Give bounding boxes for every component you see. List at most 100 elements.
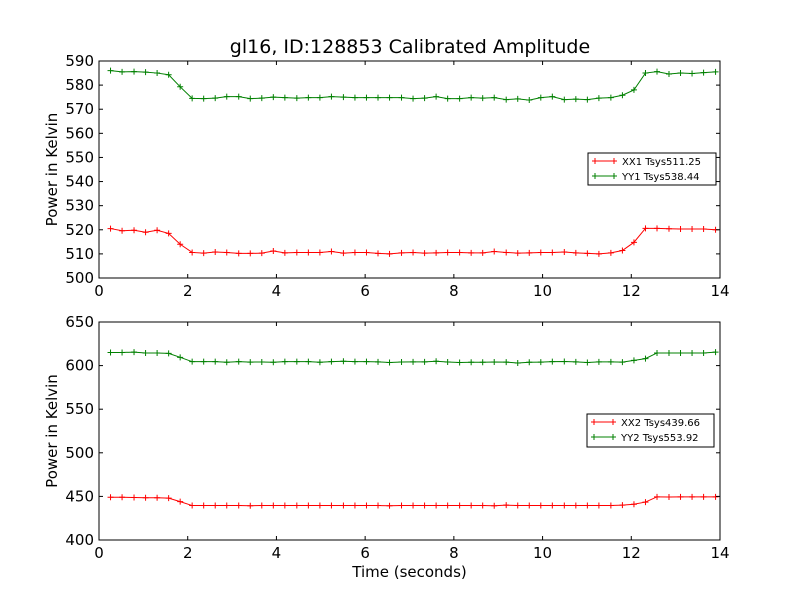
data-point: [351, 358, 358, 365]
axes-frame: [98, 60, 721, 279]
data-point: [491, 94, 498, 101]
data-point: [444, 249, 451, 256]
data-point: [491, 502, 498, 509]
data-point: [258, 502, 265, 509]
data-point: [607, 249, 614, 256]
series-1: [107, 493, 719, 509]
data-point: [316, 359, 323, 366]
data-point: [503, 502, 510, 509]
data-point: [572, 249, 579, 256]
data-point: [444, 358, 451, 365]
data-point: [526, 249, 533, 256]
data-point: [270, 248, 277, 254]
data-point: [363, 502, 370, 509]
data-point: [619, 502, 626, 509]
data-point: [572, 96, 579, 103]
data-point: [293, 358, 300, 365]
data-point: [537, 94, 544, 101]
data-point: [584, 250, 591, 257]
data-point: [677, 70, 684, 77]
data-point: [131, 349, 138, 356]
series-1: [107, 225, 719, 257]
data-point: [665, 225, 672, 232]
data-point: [654, 68, 661, 75]
data-point: [421, 250, 428, 257]
data-point: [223, 249, 230, 256]
x-tick-label: 0: [94, 282, 104, 300]
y-tick-label: 450: [65, 487, 94, 505]
data-point: [561, 502, 568, 509]
y-tick-label: 570: [65, 100, 94, 118]
data-point: [503, 249, 510, 256]
data-point: [398, 94, 405, 101]
legend-swatch-marker: [610, 434, 616, 440]
legend-swatch-marker: [611, 158, 617, 164]
data-point: [235, 502, 242, 509]
data-point: [433, 249, 440, 256]
y-tick-label: 530: [65, 197, 94, 215]
data-point: [316, 249, 323, 256]
data-point: [642, 225, 649, 232]
data-point: [584, 502, 591, 509]
data-point: [316, 94, 323, 101]
legend-label: YY1 Tsys538.44: [621, 172, 700, 183]
data-point: [689, 349, 696, 356]
data-point: [305, 502, 312, 509]
top-plot: 0 2 4 6 8 10 12 14 500 510 520 530 540 550 560 570 580 59…: [43, 52, 730, 300]
data-point: [305, 94, 312, 101]
data-point: [526, 97, 533, 104]
legend-box: [586, 413, 715, 448]
data-point: [386, 94, 393, 101]
data-point: [328, 248, 335, 255]
data-point: [270, 359, 277, 366]
x-axis-label: Time (seconds): [351, 563, 467, 581]
data-point: [468, 359, 475, 366]
data-point: [619, 359, 626, 366]
data-point: [107, 225, 114, 232]
data-point: [165, 350, 172, 357]
data-point: [247, 359, 254, 366]
data-point: [630, 501, 637, 508]
y-tick-label: 520: [65, 221, 94, 239]
data-point: [410, 358, 417, 365]
x-tick-label: 2: [183, 282, 193, 300]
data-point: [468, 94, 475, 101]
data-point: [421, 358, 428, 365]
data-point: [386, 359, 393, 366]
data-point: [177, 498, 184, 505]
legend-swatch-marker: [591, 419, 597, 425]
x-tick-label: 14: [710, 544, 729, 562]
data-point: [142, 349, 149, 356]
data-point: [107, 67, 114, 74]
data-point: [700, 226, 707, 233]
data-point: [328, 93, 335, 100]
y-tick-label: 580: [65, 76, 94, 94]
data-point: [223, 359, 230, 366]
data-point: [131, 68, 138, 75]
data-point: [537, 359, 544, 366]
data-point: [689, 493, 696, 500]
data-point: [305, 358, 312, 365]
data-point: [537, 502, 544, 509]
data-point: [189, 358, 196, 365]
data-point: [456, 249, 463, 256]
legend-swatch-marker: [610, 419, 616, 425]
data-point: [479, 502, 486, 509]
data-point: [561, 358, 568, 365]
data-point: [398, 249, 405, 256]
data-point: [642, 70, 649, 77]
legend-item: YY1 Tsys538.44: [592, 172, 700, 183]
legend-swatch-marker: [611, 173, 617, 179]
data-point: [630, 239, 637, 246]
legend-label: XX1 Tsys511.25: [622, 157, 701, 168]
data-point: [235, 250, 242, 257]
data-point: [189, 249, 196, 256]
data-point: [619, 247, 626, 254]
data-point: [607, 502, 614, 509]
data-point: [375, 358, 382, 365]
data-point: [281, 94, 288, 101]
data-point: [177, 83, 184, 90]
legend-swatch-marker: [592, 158, 598, 164]
x-tick-label: 10: [533, 282, 552, 300]
